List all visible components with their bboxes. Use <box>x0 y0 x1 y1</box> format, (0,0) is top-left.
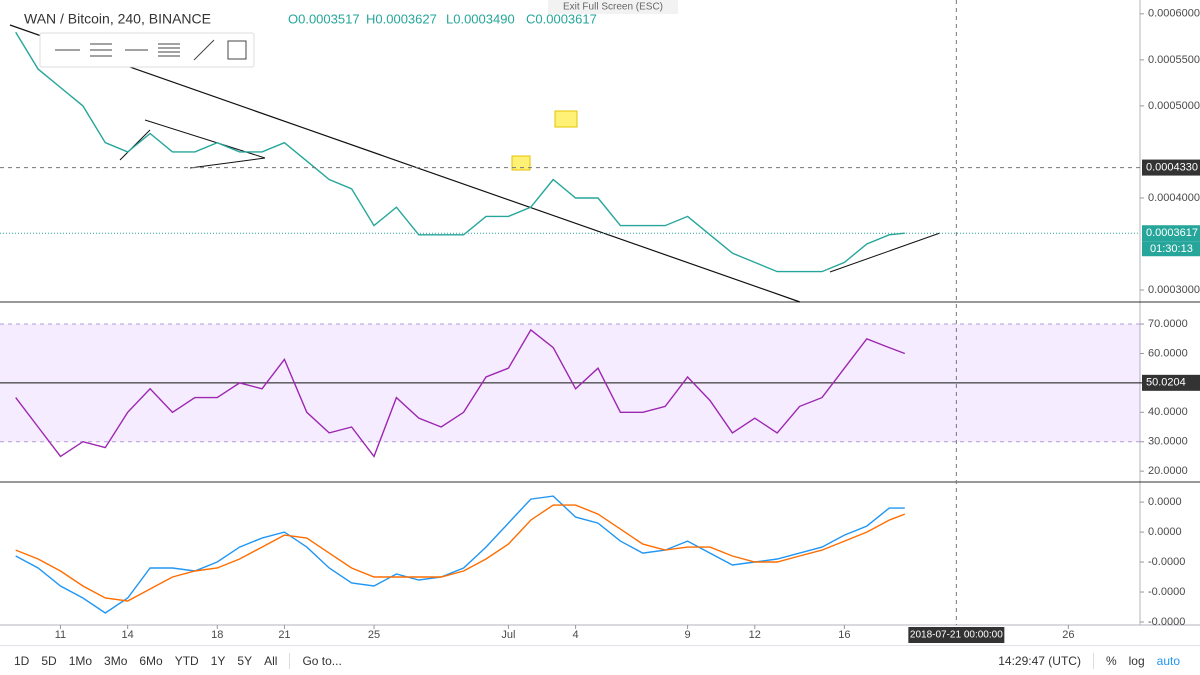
ohlc-close: C0.0003617 <box>526 11 597 26</box>
range-button[interactable]: All <box>264 653 278 668</box>
symbol: WAN / Bitcoin, 240, BINANCE <box>24 11 211 27</box>
range-button[interactable]: 1Mo <box>68 653 93 668</box>
y-tick-label: -0.0000 <box>1148 616 1185 628</box>
ohlc-low: L0.0003490 <box>446 11 515 26</box>
auto-button[interactable]: auto <box>1156 653 1180 668</box>
ohlc-open: O0.0003517 <box>288 11 360 26</box>
x-tick-label: Jul <box>501 629 515 641</box>
x-tick-label: 16 <box>838 629 850 641</box>
crosshair-label: 0.0004330 <box>1146 161 1198 173</box>
y-tick-label: 0.0005500 <box>1148 54 1200 66</box>
crosshair-label: 50.0204 <box>1146 377 1186 389</box>
exit-full-screen-label: Exit Full Screen (ESC) <box>563 2 663 13</box>
countdown-box <box>1142 241 1200 257</box>
x-tick-label: 25 <box>368 629 380 641</box>
crosshair-x-box <box>908 627 1005 643</box>
y-tick-label: 60.0000 <box>1148 347 1188 359</box>
x-tick-label: 12 <box>749 629 761 641</box>
y-tick-label: 70.0000 <box>1148 318 1188 330</box>
y-tick-label: 40.0000 <box>1148 406 1188 418</box>
x-tick-label: 4 <box>573 629 579 641</box>
range-button[interactable]: 1D <box>14 653 30 668</box>
x-tick-label: 18 <box>211 629 223 641</box>
ohlc-high: H0.0003627 <box>366 11 437 26</box>
tool-icon[interactable] <box>227 40 247 60</box>
chart-area: WAN / Bitcoin, 240, BINANCE O0.0003517 H… <box>0 0 1200 645</box>
y-tick-label: 0.0006000 <box>1148 8 1200 20</box>
bottom-toolbar: 1D 5D 1Mo 3Mo 6Mo YTD 1Y 5Y All Go to... 14:29:47 … <box>0 645 1200 675</box>
goto-button[interactable]: Go to... <box>302 653 342 668</box>
trend-line <box>829 232 941 273</box>
drawing-tools <box>55 39 247 61</box>
y-tick-label: 0.0004000 <box>1148 192 1200 204</box>
x-tick-label: 26 <box>1062 629 1074 641</box>
y-tick-label: 0.0003000 <box>1148 284 1200 296</box>
tool-icon[interactable] <box>90 43 112 57</box>
range-button[interactable]: 5Y <box>237 653 253 668</box>
crosshair-label-box <box>1142 159 1200 176</box>
x-tick-label: 21 <box>278 629 290 641</box>
x-tick-label: 9 <box>685 629 691 641</box>
crosshair-label-box <box>1142 374 1200 391</box>
range-button[interactable]: 5D <box>41 653 57 668</box>
highlight-box <box>554 110 578 128</box>
price-label-box <box>1142 225 1200 242</box>
x-tick-label: 11 <box>55 629 66 641</box>
y-tick-label: 20.0000 <box>1148 465 1188 477</box>
separator <box>1092 652 1094 669</box>
background <box>0 0 1200 645</box>
range-button[interactable]: 3Mo <box>104 653 128 668</box>
exit-full-screen[interactable] <box>548 0 678 14</box>
price-label: 0.0003617 <box>1146 227 1198 239</box>
y-tick-label: 0.0000 <box>1148 496 1182 508</box>
clock: 14:29:47 (UTC) <box>998 653 1081 668</box>
countdown: 01:30:13 <box>1150 243 1193 255</box>
series-line <box>15 495 905 614</box>
tool-icon[interactable] <box>193 39 215 61</box>
trend-line <box>189 157 266 169</box>
highlight-box <box>511 155 531 171</box>
x-tick-label: 14 <box>122 629 134 641</box>
trend-line <box>9 24 801 303</box>
range-button[interactable]: 6Mo <box>139 653 163 668</box>
y-tick-label: 0.0000 <box>1148 526 1182 538</box>
tool-icon[interactable] <box>158 43 180 57</box>
y-tick-label: -0.0000 <box>1148 556 1185 568</box>
series-line <box>15 504 906 602</box>
y-tick-label: 30.0000 <box>1148 436 1188 448</box>
percent-button[interactable]: % <box>1105 653 1117 668</box>
log-button[interactable]: log <box>1128 653 1145 668</box>
range-button[interactable]: YTD <box>174 653 199 668</box>
separator <box>289 652 291 669</box>
crosshair-x-label: 2018-07-21 00:00:00 <box>910 630 1003 641</box>
y-tick-label: 0.0005000 <box>1148 100 1200 112</box>
range-button[interactable]: 1Y <box>210 653 226 668</box>
y-tick-label: -0.0000 <box>1148 586 1185 598</box>
series-line <box>15 31 905 273</box>
series-line <box>15 328 906 458</box>
